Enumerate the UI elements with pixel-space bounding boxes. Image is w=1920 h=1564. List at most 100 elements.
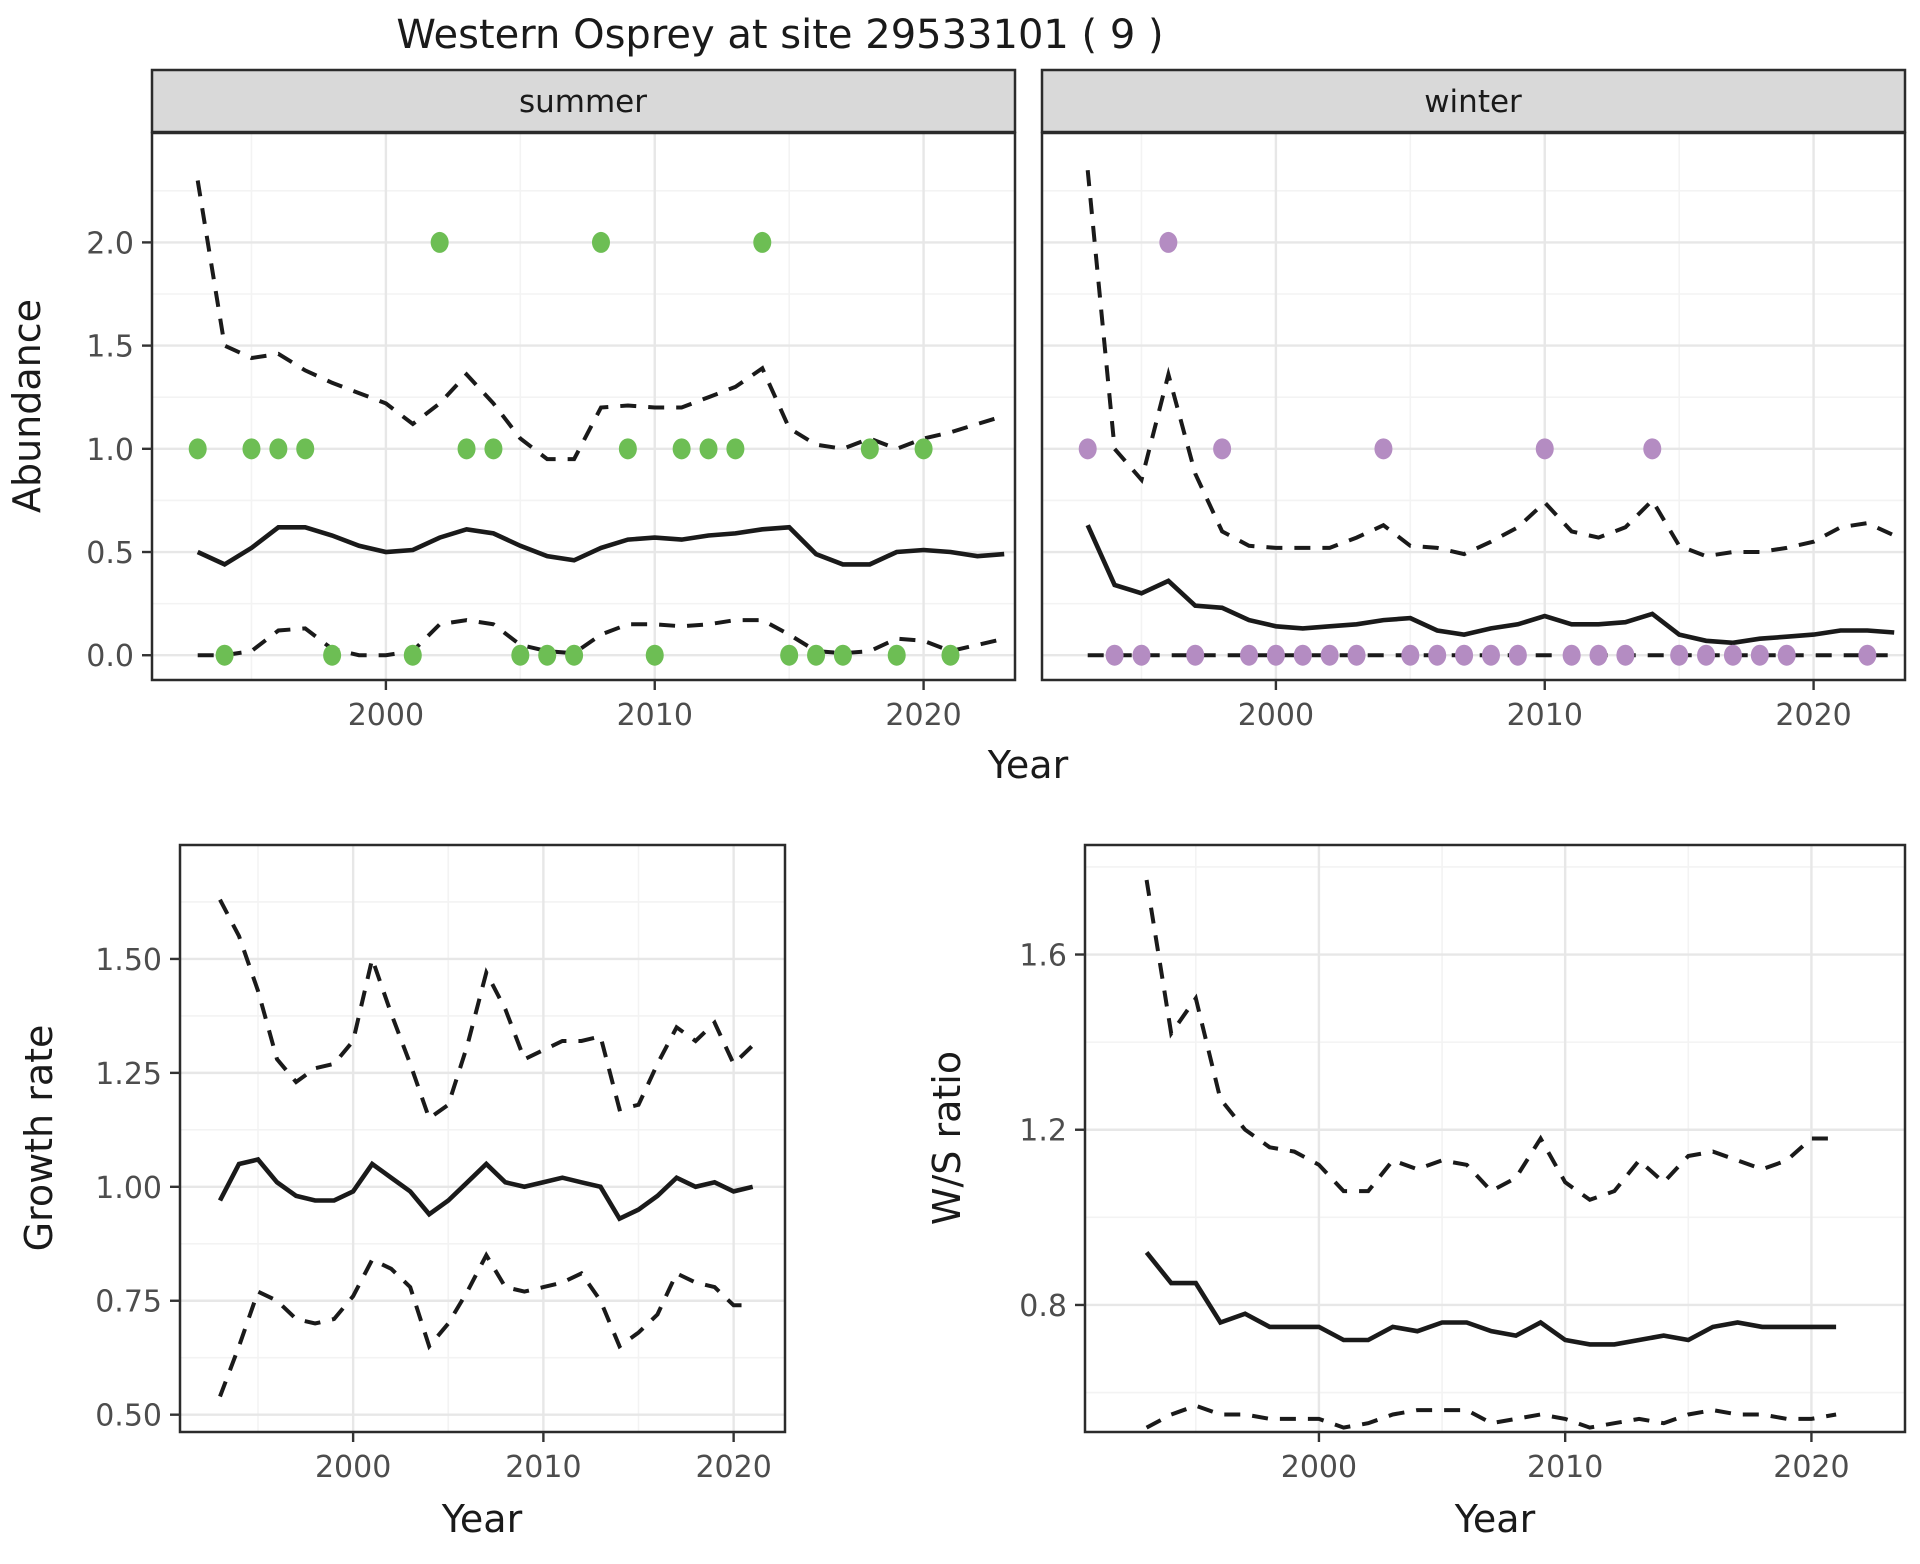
observation-point (1320, 644, 1339, 666)
x-tick-label: 2010 (1527, 1450, 1603, 1485)
median-line (1144, 1250, 1837, 1347)
y-tick-label: 1.6 (1019, 939, 1067, 974)
observation-point (565, 644, 584, 666)
observation-point (1616, 644, 1635, 666)
observation-point (1266, 644, 1285, 666)
panel-abundance-winter: 2000 2010 2020 (1040, 131, 1907, 733)
observation-point (1535, 438, 1554, 460)
panel-border (150, 131, 1017, 682)
observation-point (538, 644, 557, 666)
panel-growth-rate: 2000 2010 2020 0.50 0.75 1.00 1.25 1.50 (95, 843, 787, 1485)
observation-point (1105, 644, 1124, 666)
ci-line (195, 180, 1005, 462)
observation-point (1428, 644, 1447, 666)
y-tick-label: 2.0 (86, 226, 134, 261)
ci-line (1144, 879, 1837, 1203)
y-tick-label: 1.00 (95, 1171, 162, 1206)
observation-point (1455, 644, 1474, 666)
observation-point (1374, 438, 1393, 460)
y-tick-label: 0.75 (95, 1285, 162, 1320)
observation-point (1401, 644, 1420, 666)
observation-point (753, 231, 772, 253)
observation-point (591, 231, 610, 253)
panel-border (1083, 843, 1907, 1434)
observation-point (1858, 644, 1877, 666)
observation-point (726, 438, 745, 460)
panel-border (1040, 131, 1907, 682)
observation-point (269, 438, 288, 460)
observation-point (1347, 644, 1366, 666)
observation-point (457, 438, 476, 460)
panel-border (178, 843, 787, 1434)
observation-point (672, 438, 691, 460)
median-line (1085, 524, 1895, 646)
observation-point (403, 644, 422, 666)
x-tick-label: 2020 (1773, 1450, 1849, 1485)
x-tick-label: 2000 (1281, 1450, 1357, 1485)
x-tick-label: 2020 (695, 1450, 771, 1485)
facet-strip-winter: winter (1040, 68, 1907, 134)
observation-point (1132, 644, 1151, 666)
x-tick-label: 2010 (1507, 698, 1583, 733)
x-axis-title-top: Year (987, 743, 1069, 787)
observation-point (1186, 644, 1205, 666)
y-axis-title-abundance: Abundance (5, 299, 49, 513)
x-tick-label: 2000 (1238, 698, 1314, 733)
x-axis-title-growth: Year (441, 1497, 523, 1541)
median-line (196, 524, 1005, 568)
y-axis-title-ws: W/S ratio (925, 1051, 969, 1225)
observation-point (1078, 438, 1097, 460)
x-tick-label: 2010 (617, 698, 693, 733)
observation-point (1670, 644, 1689, 666)
observation-point (887, 644, 906, 666)
observation-point (941, 644, 960, 666)
y-axis-title-growth: Growth rate (17, 1025, 61, 1252)
y-tick-label: 0.50 (95, 1399, 162, 1434)
x-tick-label: 2000 (315, 1450, 391, 1485)
observation-point (1750, 644, 1769, 666)
observation-point (430, 231, 449, 253)
y-tick-label: 1.2 (1019, 1114, 1067, 1149)
x-tick-label: 2020 (1775, 698, 1851, 733)
y-tick-label: 1.50 (95, 943, 162, 978)
panel-background (180, 845, 785, 1432)
observation-point (242, 438, 261, 460)
observation-point (1293, 644, 1312, 666)
observation-point (860, 438, 879, 460)
observation-point (1562, 644, 1581, 666)
panel-abundance-summer: 2000 2010 2020 0.0 0.5 1.0 1.5 2.0 (86, 131, 1017, 733)
observation-point (1240, 644, 1259, 666)
observation-point (833, 644, 852, 666)
x-tick-label: 2000 (348, 698, 424, 733)
observation-point (511, 644, 530, 666)
x-tick-label: 2020 (885, 698, 961, 733)
observation-point (1723, 644, 1742, 666)
observation-point (484, 438, 503, 460)
y-tick-label: 1.25 (95, 1057, 162, 1092)
observation-point (1213, 438, 1232, 460)
observation-point (188, 438, 207, 460)
y-tick-label: 0.5 (86, 536, 134, 571)
panel-background (1042, 133, 1905, 680)
panel-background (152, 133, 1015, 680)
y-tick-label: 1.0 (86, 433, 134, 468)
ci-line (1085, 170, 1896, 559)
y-tick-label: 0.8 (1019, 1289, 1067, 1324)
observation-point (323, 644, 342, 666)
y-tick-label: 1.5 (86, 330, 134, 365)
ci-line (218, 1251, 753, 1398)
observation-point (645, 644, 664, 666)
ci-line (218, 898, 755, 1122)
observation-point (1777, 644, 1796, 666)
facet-strip-summer: summer (150, 68, 1017, 134)
facet-strip-label-summer: summer (519, 84, 647, 120)
observation-point (1508, 644, 1527, 666)
observation-point (618, 438, 637, 460)
x-axis-title-ws: Year (1454, 1497, 1536, 1541)
observation-point (1589, 644, 1608, 666)
median-line (217, 1156, 754, 1222)
observation-point (1697, 644, 1716, 666)
y-tick-label: 0.0 (86, 639, 134, 674)
observation-point (807, 644, 826, 666)
